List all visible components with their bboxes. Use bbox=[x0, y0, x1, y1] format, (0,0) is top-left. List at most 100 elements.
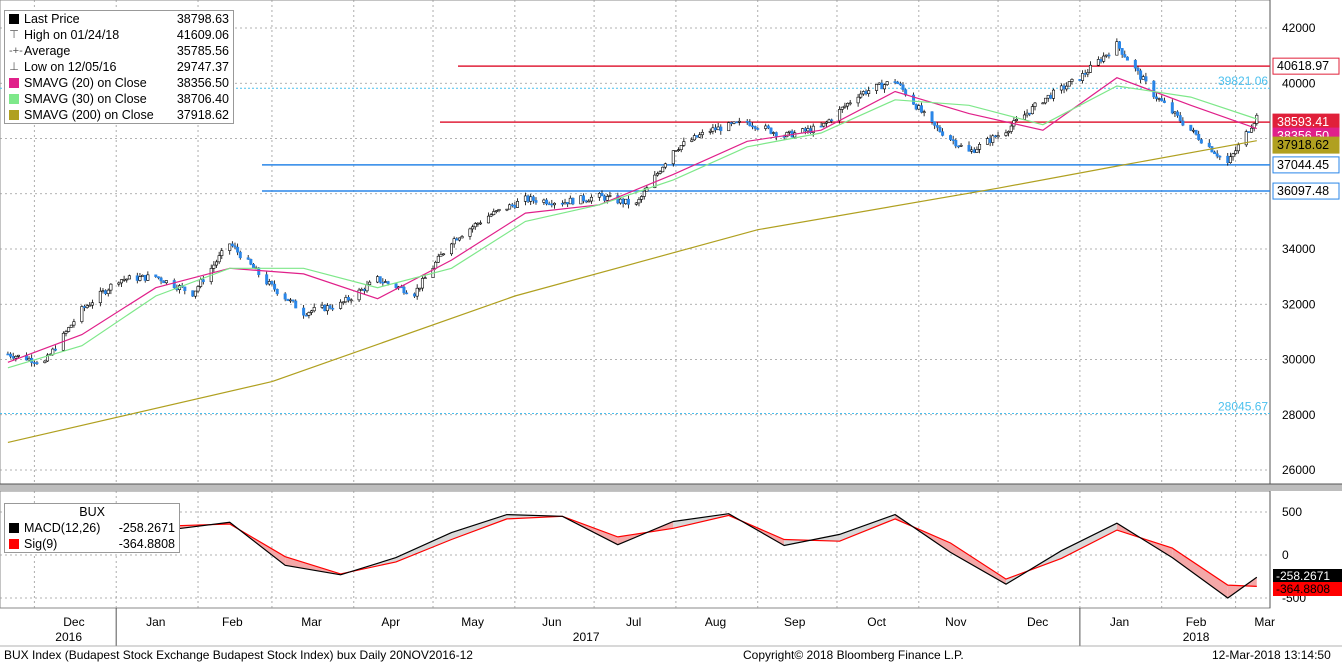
candle-body bbox=[476, 222, 480, 225]
candle-body bbox=[938, 127, 942, 132]
candle-body bbox=[1086, 72, 1090, 75]
candle-body bbox=[552, 202, 556, 206]
legend-value: 37918.62 bbox=[176, 108, 229, 122]
month-label: Dec bbox=[63, 615, 84, 629]
candle-body bbox=[1051, 89, 1055, 99]
candle-body bbox=[162, 280, 166, 284]
legend-row-sma200: SMAVG (200) on Close 37918.62 bbox=[5, 107, 233, 123]
candle-body bbox=[357, 289, 361, 301]
candle-body bbox=[286, 298, 290, 302]
candle-body bbox=[104, 290, 108, 294]
candle-body bbox=[634, 202, 638, 205]
candle-body bbox=[695, 135, 699, 138]
legend-value: 41609.06 bbox=[176, 28, 229, 42]
candle-body bbox=[1197, 134, 1201, 140]
candle-body bbox=[1181, 120, 1185, 126]
candle-body bbox=[745, 120, 749, 123]
legend-label: Average bbox=[24, 44, 71, 58]
macd-fill bbox=[451, 514, 507, 540]
candle-body bbox=[1226, 155, 1230, 164]
candle-body bbox=[735, 121, 739, 124]
candle-body bbox=[143, 274, 147, 281]
macd-tick-label: 500 bbox=[1282, 505, 1302, 519]
candle-body bbox=[1244, 131, 1248, 146]
macd-fill bbox=[1172, 548, 1228, 598]
candle-body bbox=[658, 171, 662, 174]
candle-body bbox=[782, 136, 786, 138]
candle-body bbox=[32, 362, 36, 364]
legend-label: SMAVG (200) on Close bbox=[24, 108, 154, 122]
candle-body bbox=[774, 132, 778, 137]
candle-body bbox=[413, 293, 417, 297]
candle-body bbox=[1133, 59, 1137, 69]
candle-body bbox=[529, 196, 533, 202]
candle-body bbox=[1046, 94, 1050, 99]
candle-body bbox=[468, 228, 472, 237]
candle-body bbox=[637, 199, 641, 204]
candle-body bbox=[294, 300, 298, 309]
candle-body bbox=[460, 236, 464, 239]
candle-body bbox=[328, 305, 332, 309]
candle-body bbox=[249, 258, 253, 265]
candle-body bbox=[1255, 114, 1259, 124]
candle-body bbox=[1247, 131, 1251, 133]
candle-body bbox=[27, 357, 31, 361]
candle-body bbox=[331, 307, 335, 310]
candle-body bbox=[46, 354, 50, 362]
candle-body bbox=[455, 238, 459, 241]
candle-body bbox=[642, 190, 646, 197]
candle-body bbox=[838, 109, 842, 121]
candle-body bbox=[164, 280, 168, 284]
candle-body bbox=[566, 202, 570, 205]
candle-body bbox=[848, 102, 852, 105]
candle-body bbox=[230, 243, 234, 247]
price-tag-label: 38593.41 bbox=[1277, 115, 1329, 129]
legend-value: -364.8808 bbox=[118, 537, 175, 551]
candle-body bbox=[436, 255, 440, 263]
candle-body bbox=[526, 195, 530, 202]
candle-body bbox=[919, 105, 923, 113]
candle-body bbox=[811, 125, 815, 134]
candle-body bbox=[917, 105, 921, 110]
candle-body bbox=[690, 139, 694, 142]
footer-copyright: Copyright© 2018 Bloomberg Finance L.P. bbox=[743, 648, 964, 662]
candle-body bbox=[933, 121, 937, 126]
candle-body bbox=[1030, 106, 1034, 115]
candle-body bbox=[1115, 41, 1119, 56]
candle-body bbox=[449, 243, 453, 255]
candle-body bbox=[14, 356, 18, 359]
candle-body bbox=[737, 120, 741, 123]
candle-body bbox=[819, 125, 823, 128]
average-mark-icon: -+- bbox=[9, 45, 23, 57]
candle-body bbox=[714, 127, 718, 131]
candle-body bbox=[674, 150, 678, 152]
candle-body bbox=[1141, 76, 1145, 80]
candle-body bbox=[201, 279, 205, 283]
month-label: Apr bbox=[381, 615, 400, 629]
candle-body bbox=[1004, 132, 1008, 136]
candle-body bbox=[236, 246, 240, 253]
candle-body bbox=[117, 282, 121, 285]
candle-body bbox=[896, 81, 900, 85]
candle-body bbox=[732, 121, 736, 124]
macd-tag bbox=[1273, 582, 1342, 596]
candle-body bbox=[6, 353, 10, 356]
candle-body bbox=[1022, 114, 1026, 120]
candle-body bbox=[843, 105, 847, 108]
candle-body bbox=[988, 138, 992, 143]
candle-body bbox=[88, 304, 92, 307]
month-label: Feb bbox=[222, 615, 243, 629]
macd-fill bbox=[396, 532, 452, 562]
legend-label: Last Price bbox=[24, 12, 80, 26]
candle-body bbox=[898, 83, 902, 86]
candle-body bbox=[109, 283, 113, 291]
candle-body bbox=[719, 126, 723, 132]
candle-body bbox=[101, 290, 105, 292]
price-tag-label: 36097.48 bbox=[1277, 184, 1329, 198]
candle-body bbox=[35, 362, 39, 364]
candle-body bbox=[1049, 94, 1053, 99]
candle-body bbox=[98, 290, 102, 304]
macd-fill bbox=[1061, 523, 1117, 559]
candle-body bbox=[146, 274, 150, 281]
